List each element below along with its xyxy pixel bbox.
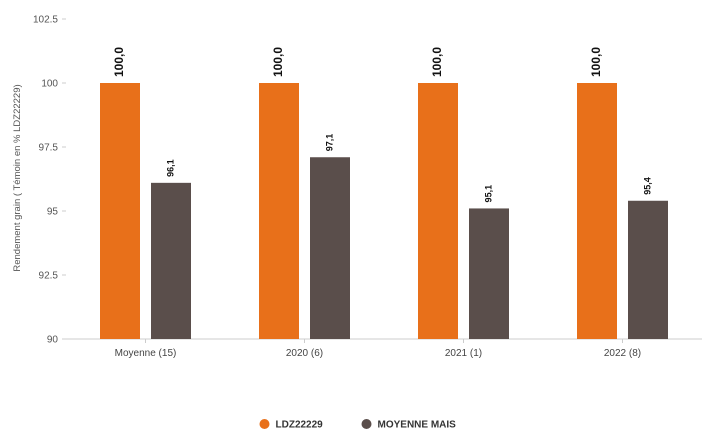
data-label: 97,1: [324, 134, 334, 152]
data-label: 100,0: [271, 47, 285, 77]
legend-swatch: [259, 419, 270, 429]
data-labels: 100,0 96,1 100,0 97,1 100,0 95,1 100,0 95,4: [112, 47, 652, 203]
data-label: 95,1: [483, 185, 493, 203]
data-label: 100,0: [112, 47, 126, 77]
y-tick-label: 92.5: [39, 271, 59, 282]
y-axis-title: Rendement grain ( Témoin en % LDZ22229): [12, 84, 23, 271]
legend-label: LDZ22229: [276, 420, 324, 431]
bar-ldz22229[interactable]: [577, 83, 617, 339]
bars: [100, 83, 668, 339]
y-tick-label: 100: [41, 79, 58, 90]
x-tick-label: Moyenne (15): [115, 348, 177, 359]
legend-label: MOYENNE MAIS: [378, 420, 457, 431]
x-tick-label: 2021 (1): [445, 348, 482, 359]
bar-ldz22229[interactable]: [100, 83, 140, 339]
bar-ldz22229[interactable]: [418, 83, 458, 339]
data-label: 95,4: [642, 177, 652, 195]
bar-moyenne-mais[interactable]: [151, 182, 191, 339]
data-label: 100,0: [589, 47, 603, 77]
legend-item-ldz22229[interactable]: LDZ22229: [259, 419, 324, 431]
bar-moyenne-mais[interactable]: [628, 200, 668, 339]
bar-ldz22229[interactable]: [259, 83, 299, 339]
bar-moyenne-mais[interactable]: [469, 208, 509, 339]
y-tick-label: 97.5: [39, 143, 59, 154]
x-tick-label: 2020 (6): [286, 348, 323, 359]
bar-moyenne-mais[interactable]: [310, 157, 350, 339]
data-label: 100,0: [430, 47, 444, 77]
legend-item-moyenne-mais[interactable]: MOYENNE MAIS: [361, 419, 457, 431]
legend-swatch: [361, 419, 372, 429]
legend: LDZ22229 MOYENNE MAIS: [259, 419, 457, 431]
data-label: 96,1: [165, 159, 175, 177]
y-tick-label: 102.5: [33, 15, 58, 26]
x-tick-label: 2022 (8): [604, 348, 641, 359]
y-tick-label: 90: [47, 335, 59, 346]
y-tick-label: 95: [47, 207, 59, 218]
